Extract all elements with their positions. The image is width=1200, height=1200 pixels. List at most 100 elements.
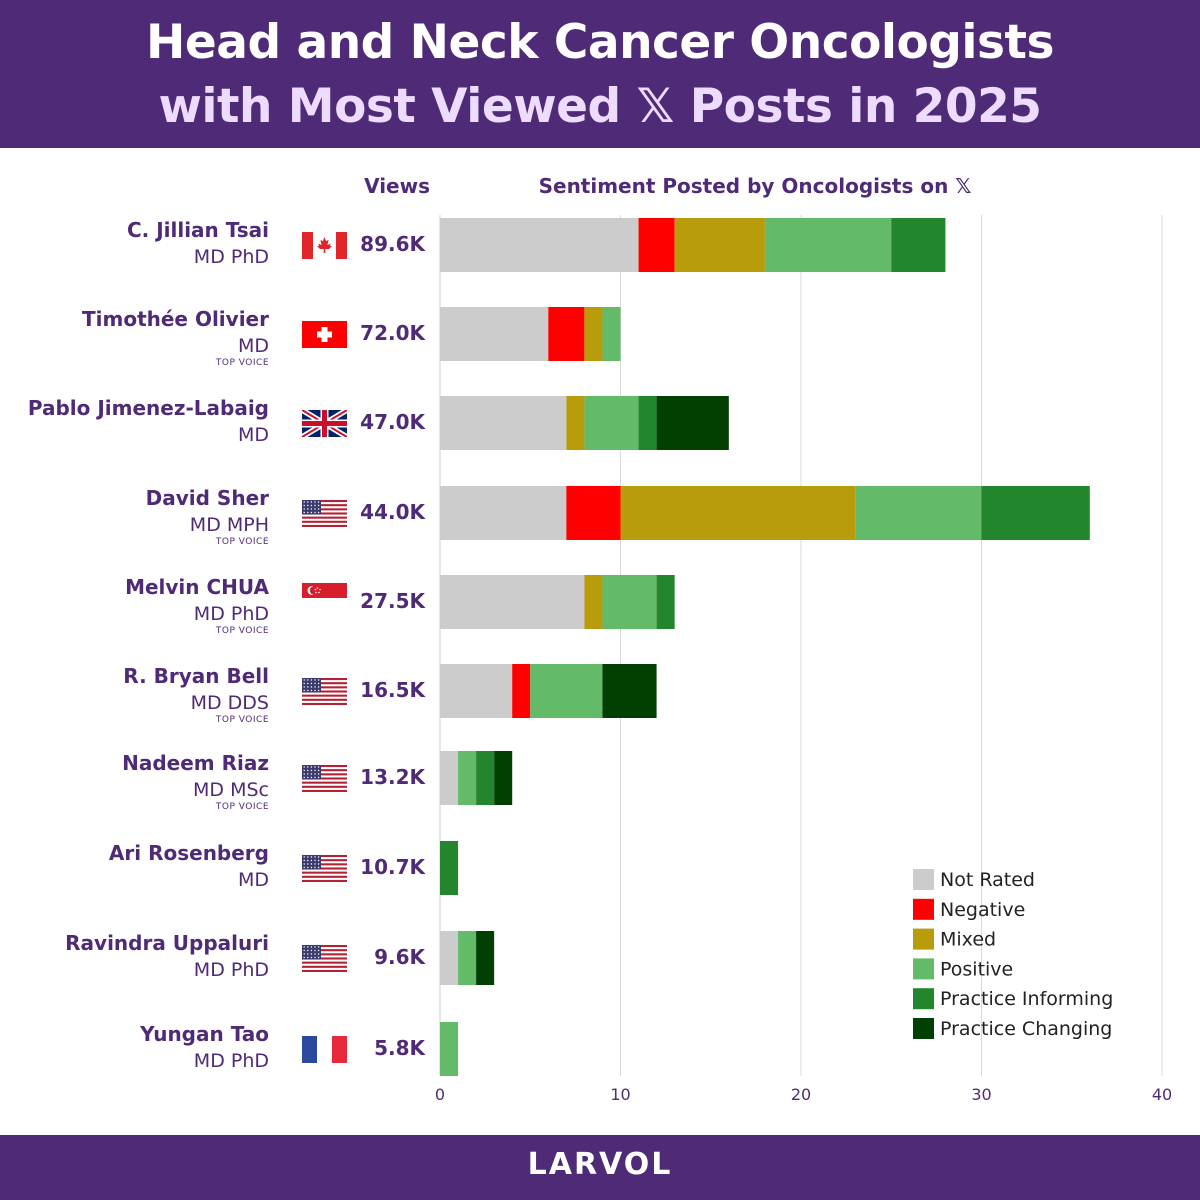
canada-flag: [302, 232, 347, 263]
oncologist-credentials: MD MPH: [189, 514, 269, 536]
bar-segment-not-rated: [440, 575, 585, 629]
legend-label: Practice Informing: [940, 988, 1113, 1010]
bar-segment-positive: [530, 664, 603, 718]
top-voice-badge: TOP VOICE: [215, 358, 269, 368]
bar-segment-mixed: [584, 575, 603, 629]
uk-flag: [300, 407, 349, 441]
bar-segment-practice-changing: [656, 396, 729, 450]
oncologist-credentials: MD PhD: [193, 1050, 269, 1072]
legend-swatch: [913, 988, 934, 1010]
bar-segment-not-rated: [440, 307, 549, 361]
oncologist-credentials: MD PhD: [193, 246, 269, 268]
top-voice-badge: TOP VOICE: [215, 802, 269, 812]
bar-segment-negative: [566, 486, 621, 540]
sentiment-bar-chart: 0 10 20 30 40 Not Rated Negative Mixed Positive P…: [435, 215, 1172, 1104]
oncologist-name: Nadeem Riaz: [122, 751, 269, 775]
usa-flag: [302, 855, 347, 886]
views-value: 13.2K: [360, 765, 425, 789]
switzerland-flag: [302, 321, 347, 352]
legend-label: Positive: [940, 958, 1013, 980]
bar-segment-positive: [440, 1022, 459, 1076]
views-value: 72.0K: [360, 321, 425, 345]
bar-segment-positive: [855, 486, 982, 540]
bar-segment-not-rated: [440, 218, 639, 272]
views-value: 9.6K: [374, 945, 425, 969]
legend-label: Practice Changing: [940, 1018, 1112, 1040]
page-title-line-1: Head and Neck Cancer Oncologists: [146, 15, 1054, 70]
legend-swatch: [913, 958, 934, 980]
bar-segment-positive: [458, 751, 477, 805]
oncologist-credentials: MD: [237, 424, 269, 446]
bar-segment-not-rated: [440, 486, 567, 540]
bar-segment-positive: [764, 218, 892, 272]
bar-segment-not-rated: [440, 751, 459, 805]
bar-segment-mixed: [620, 486, 856, 540]
bar-segment-practice-informing: [638, 396, 657, 450]
oncologist-name: R. Bryan Bell: [123, 664, 269, 688]
bar-segment-positive: [602, 575, 657, 629]
bar-segment-negative: [548, 307, 585, 361]
usa-flag: [302, 500, 347, 531]
bar-segment-negative: [512, 664, 531, 718]
oncologist-name: Melvin CHUA: [125, 575, 269, 599]
singapore-flag: [302, 583, 347, 614]
oncologist-credentials: MD: [237, 335, 269, 357]
legend-swatch: [913, 898, 934, 920]
oncologist-credentials: MD PhD: [193, 959, 269, 981]
france-flag: [302, 1036, 347, 1067]
bar-segment-practice-informing: [656, 575, 675, 629]
bar-segment-negative: [638, 218, 675, 272]
bar-segment-practice-changing: [494, 751, 513, 805]
legend-label: Not Rated: [940, 869, 1035, 891]
page-title-line-2: with Most Viewed 𝕏 Posts in 2025: [158, 79, 1042, 134]
bar-segment-practice-informing: [981, 486, 1090, 540]
usa-flag: [302, 945, 347, 976]
bar-segment-positive: [458, 931, 477, 985]
oncologist-name: Yungan Tao: [140, 1022, 269, 1046]
x-tick-label: 20: [791, 1085, 811, 1104]
x-tick-label: 40: [1152, 1085, 1172, 1104]
bar-segment-practice-changing: [602, 664, 657, 718]
views-value: 89.6K: [360, 232, 425, 256]
bar-segment-mixed: [584, 307, 603, 361]
legend-swatch: [913, 928, 934, 950]
oncologist-name: Pablo Jimenez-Labaig: [27, 396, 269, 420]
views-value: 10.7K: [360, 855, 425, 879]
x-tick-label: 0: [435, 1085, 445, 1104]
oncologist-name: Ravindra Uppaluri: [65, 931, 269, 955]
oncologist-credentials: MD MSc: [193, 779, 269, 801]
oncologist-credentials: MD: [237, 869, 269, 891]
header-banner: [0, 0, 1200, 148]
oncologist-name: Timothée Olivier: [81, 307, 269, 331]
legend-label: Negative: [940, 899, 1025, 921]
bar-segment-practice-informing: [476, 751, 495, 805]
top-voice-badge: TOP VOICE: [215, 626, 269, 636]
bar-segment-practice-informing: [891, 218, 946, 272]
oncologist-name: David Sher: [145, 486, 269, 510]
footer-banner: [0, 1135, 1200, 1200]
usa-flag: [302, 678, 347, 709]
legend-swatch: [913, 1018, 934, 1039]
bar-segment-mixed: [674, 218, 765, 272]
top-voice-badge: TOP VOICE: [215, 537, 269, 547]
x-tick-label: 10: [610, 1085, 630, 1104]
bar-segment-practice-changing: [476, 931, 495, 985]
oncologist-name: Ari Rosenberg: [108, 841, 269, 865]
oncologist-credentials: MD DDS: [190, 692, 269, 714]
legend-swatch: [913, 869, 934, 890]
legend-label: Mixed: [940, 929, 996, 951]
sentiment-column-header: Sentiment Posted by Oncologists on 𝕏: [538, 174, 972, 198]
views-column-header: Views: [364, 174, 430, 198]
bar-segment-positive: [602, 307, 621, 361]
footer-brand: LARVOL: [527, 1147, 673, 1182]
views-value: 5.8K: [374, 1036, 425, 1060]
oncologist-name: C. Jillian Tsai: [126, 218, 269, 242]
x-tick-label: 30: [971, 1085, 991, 1104]
views-value: 27.5K: [360, 589, 425, 613]
bar-segment-practice-informing: [440, 841, 459, 895]
views-value: 44.0K: [360, 500, 425, 524]
bar-segment-not-rated: [440, 396, 567, 450]
views-value: 47.0K: [360, 410, 425, 434]
bar-segment-positive: [584, 396, 639, 450]
bar-segment-mixed: [566, 396, 585, 450]
